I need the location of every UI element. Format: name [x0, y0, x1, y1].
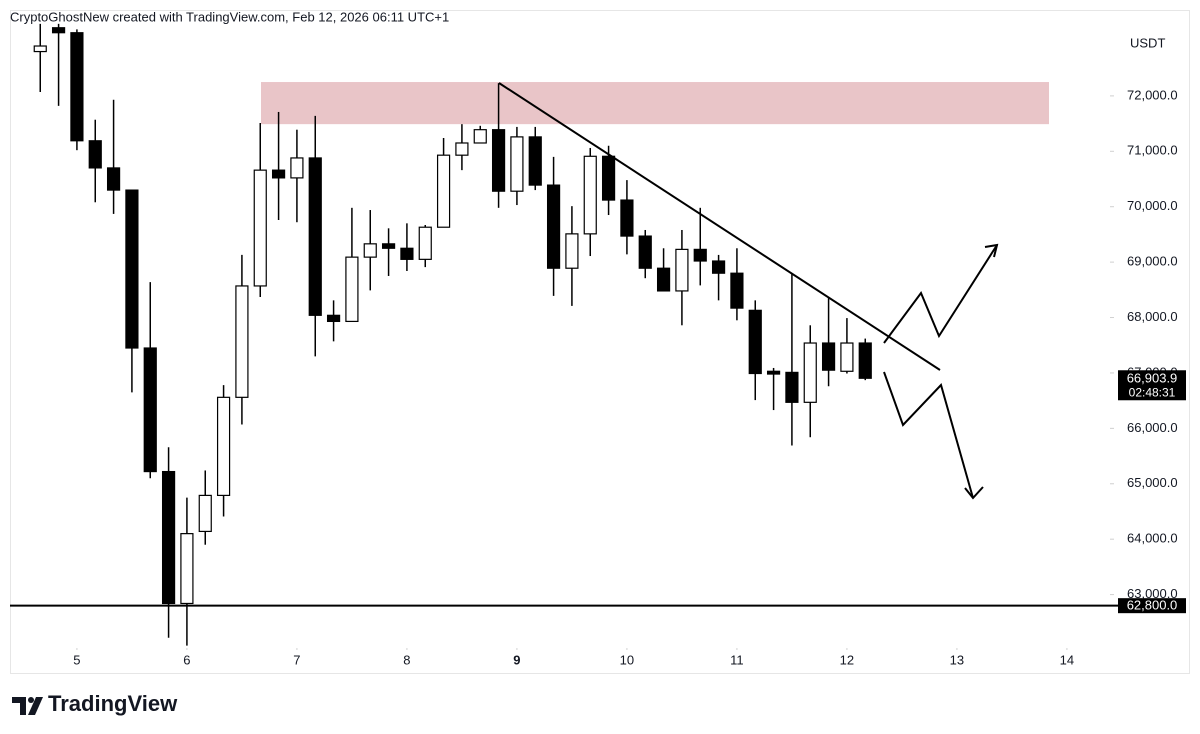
candle-body	[271, 169, 286, 179]
candle-body	[180, 533, 194, 605]
candle-body	[418, 226, 432, 260]
down-arrow-path	[883, 371, 974, 499]
candle-body	[510, 136, 524, 192]
x-tick-label: 7	[293, 652, 300, 667]
last-price-box	[1118, 370, 1186, 401]
label-layer: 62,800.0 66,903.902:48:31	[1118, 370, 1186, 614]
level-label-box	[1118, 598, 1186, 614]
y-tick-label: 72,000.0	[1127, 87, 1178, 102]
candle-body	[70, 32, 84, 142]
candle-body	[546, 184, 561, 269]
candle-body	[803, 342, 817, 403]
candle-body	[216, 396, 231, 497]
y-tick-label: 63,000.0	[1127, 586, 1178, 601]
x-tick-label: 14	[1060, 652, 1074, 667]
candle-body	[125, 189, 139, 349]
candle-body	[308, 157, 322, 316]
candle-body	[33, 45, 47, 53]
candle-body	[693, 248, 707, 262]
x-tick-label: 12	[840, 652, 854, 667]
candle-body	[675, 248, 689, 292]
down-arrow-head	[964, 486, 984, 500]
candle-body	[235, 285, 249, 398]
candle-body	[290, 157, 304, 179]
x-tick-label: 8	[403, 652, 410, 667]
zone-layer	[261, 82, 1049, 125]
brand-name: TradingView	[48, 691, 178, 716]
candle-body	[528, 136, 542, 186]
candle-body	[51, 27, 66, 34]
candle-body	[161, 470, 176, 605]
candle-body	[766, 370, 781, 375]
logo-shape	[28, 697, 43, 715]
up-arrow-head	[984, 243, 999, 258]
y-tick-label: 68,000.0	[1127, 309, 1178, 324]
candle-body	[326, 314, 341, 323]
brand-logo	[12, 697, 43, 715]
candle-body	[711, 260, 726, 274]
candle-body	[491, 129, 506, 192]
candle-body	[583, 155, 597, 235]
candle-body	[730, 272, 744, 309]
frame	[10, 10, 1190, 674]
candle-body	[785, 371, 799, 403]
x-tick-label: 9	[513, 652, 520, 667]
candle-body	[821, 342, 836, 371]
x-tick-label: 11	[730, 652, 744, 667]
y-tick-label: 65,000.0	[1127, 475, 1178, 490]
candle-body	[455, 142, 469, 156]
x-tick-label: 6	[183, 652, 190, 667]
candle-body	[638, 235, 652, 269]
logo-shape	[28, 697, 34, 703]
candle-body	[198, 494, 212, 533]
candle-body	[748, 309, 762, 375]
header-title: CryptoGhostNew created with TradingView.…	[10, 9, 449, 24]
last-price-label: 66,903.9	[1127, 371, 1178, 386]
currency-label: USDT	[1130, 35, 1165, 50]
x-tick-label: 13	[950, 652, 964, 667]
candle-body	[381, 243, 396, 249]
candle-layer	[10, 23, 1118, 646]
y-tick-label: 71,000.0	[1127, 143, 1178, 158]
candle-body	[88, 140, 102, 169]
y-tick-label: 64,000.0	[1127, 531, 1178, 546]
countdown-label: 02:48:31	[1129, 385, 1176, 399]
candle-body	[620, 199, 634, 237]
candle-body	[656, 267, 671, 292]
candle-body	[858, 342, 872, 379]
candle-body	[363, 243, 377, 258]
candle-body	[253, 169, 267, 287]
logo-shape	[12, 697, 26, 715]
candle-body	[473, 129, 487, 144]
candle-body	[400, 247, 414, 260]
candle-body	[143, 347, 157, 473]
supply-zone	[261, 82, 1049, 125]
x-tick-label: 5	[73, 652, 80, 667]
candle-body	[345, 256, 359, 323]
candle-body	[106, 167, 121, 191]
level-label: 62,800.0	[1127, 598, 1178, 613]
y-tick-label: 66,000.0	[1127, 420, 1178, 435]
up-arrow-path	[883, 244, 998, 344]
x-tick-label: 10	[620, 652, 634, 667]
candle-body	[601, 155, 616, 201]
y-tick-label: 69,000.0	[1127, 254, 1178, 269]
candle-body	[565, 233, 579, 269]
candle-body	[840, 342, 854, 372]
candle-body	[436, 154, 451, 228]
trendline	[498, 82, 941, 371]
y-tick-label: 70,000.0	[1127, 198, 1178, 213]
drawings	[498, 82, 999, 500]
